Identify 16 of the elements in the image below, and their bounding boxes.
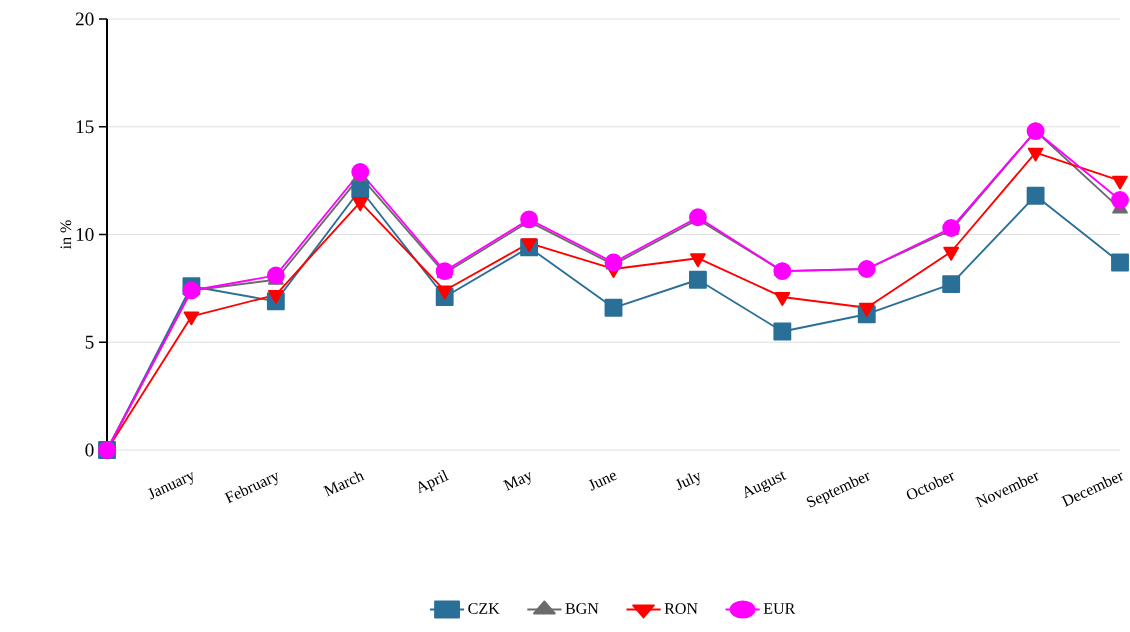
x-tick-label: June (588, 472, 617, 491)
y-tick-label: 10 (76, 228, 94, 241)
x-tick-label: March (323, 471, 365, 497)
legend-label: CZK (468, 603, 500, 614)
legend-label: BGN (565, 603, 599, 614)
y-axis-title: in % (60, 220, 72, 250)
x-tick-label: July (675, 472, 700, 491)
x-tick-label: August (744, 471, 787, 499)
y-tick-label: 0 (85, 443, 94, 457)
y-tick-label: 20 (75, 12, 94, 26)
x-tick-label: April (418, 469, 450, 494)
legend-label: EUR (763, 603, 796, 614)
legend-label: RON (664, 603, 698, 614)
y-tick-label: 5 (85, 335, 94, 349)
y-tick-label: 15 (76, 120, 94, 134)
x-tick-label: May (502, 471, 531, 491)
